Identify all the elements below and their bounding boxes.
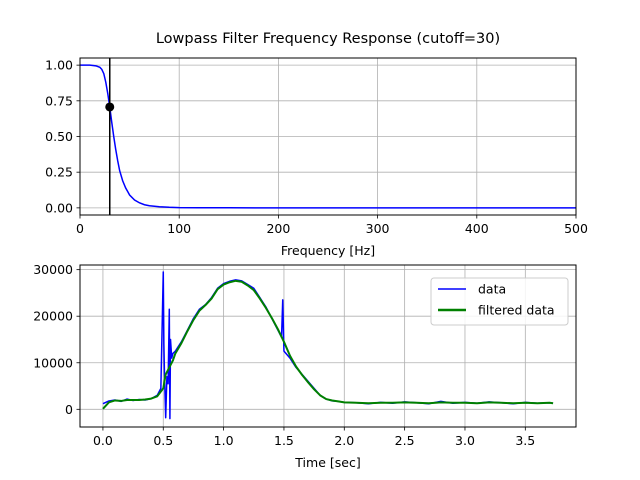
frequency-response-line [80, 64, 576, 209]
freq-x-tick-label: 300 [366, 221, 390, 236]
frequency-response-axes: 0 100 200 300 400 500 0.00 0.25 0.50 0.75 1.00 Low… [45, 31, 588, 258]
legend-label-filtered-data: filtered data [478, 303, 555, 318]
time-x-tick-label: 3.5 [515, 433, 535, 448]
freq-y-tick-label: 0.50 [45, 129, 73, 144]
filtered-data-line [102, 279, 554, 410]
cutoff-gain-marker [105, 102, 115, 112]
time-x-tick-label: 1.0 [214, 433, 234, 448]
freq-x-tick-label: 200 [266, 221, 290, 236]
frequency-axis-label: Frequency [Hz] [281, 243, 375, 258]
frequency-response-ticks: 0 100 200 300 400 500 0.00 0.25 0.50 0.75 1.00 [45, 58, 588, 236]
time-x-tick-label: 2.0 [334, 433, 354, 448]
time-x-tick-label: 2.5 [395, 433, 415, 448]
frequency-response-series [80, 58, 576, 215]
freq-x-tick-label: 400 [465, 221, 489, 236]
time-axis-label: Time [sec] [294, 455, 360, 470]
frequency-response-title: Lowpass Filter Frequency Response (cutof… [156, 31, 500, 47]
time-x-tick-label: 0.0 [93, 433, 113, 448]
time-signal-series [102, 271, 554, 420]
freq-y-tick-label: 0.00 [45, 200, 73, 215]
time-y-tick-label: 20000 [33, 309, 73, 324]
time-y-tick-label: 0 [65, 402, 73, 417]
time-y-tick-label: 10000 [33, 355, 73, 370]
time-signal-ticks: 0.0 0.5 1.0 1.5 2.0 2.5 3.0 3.5 0 10000 20000 30000 [33, 262, 535, 448]
freq-x-tick-label: 500 [564, 221, 588, 236]
freq-x-tick-label: 0 [76, 221, 84, 236]
freq-y-tick-label: 0.25 [45, 165, 73, 180]
legend-label-data: data [478, 282, 506, 297]
freq-y-tick-label: 1.00 [45, 58, 73, 73]
time-x-tick-label: 0.5 [153, 433, 173, 448]
legend: data filtered data [430, 277, 569, 326]
freq-y-tick-label: 0.75 [45, 93, 73, 108]
time-y-tick-label: 30000 [33, 262, 73, 277]
frequency-response-frame [79, 57, 577, 216]
time-x-tick-label: 1.5 [274, 433, 294, 448]
time-x-tick-label: 3.0 [455, 433, 475, 448]
freq-x-tick-label: 100 [167, 221, 191, 236]
time-signal-axes: 0.0 0.5 1.0 1.5 2.0 2.5 3.0 3.5 0 10000 20000 30000… [33, 262, 577, 470]
time-signal-frame [79, 264, 577, 428]
